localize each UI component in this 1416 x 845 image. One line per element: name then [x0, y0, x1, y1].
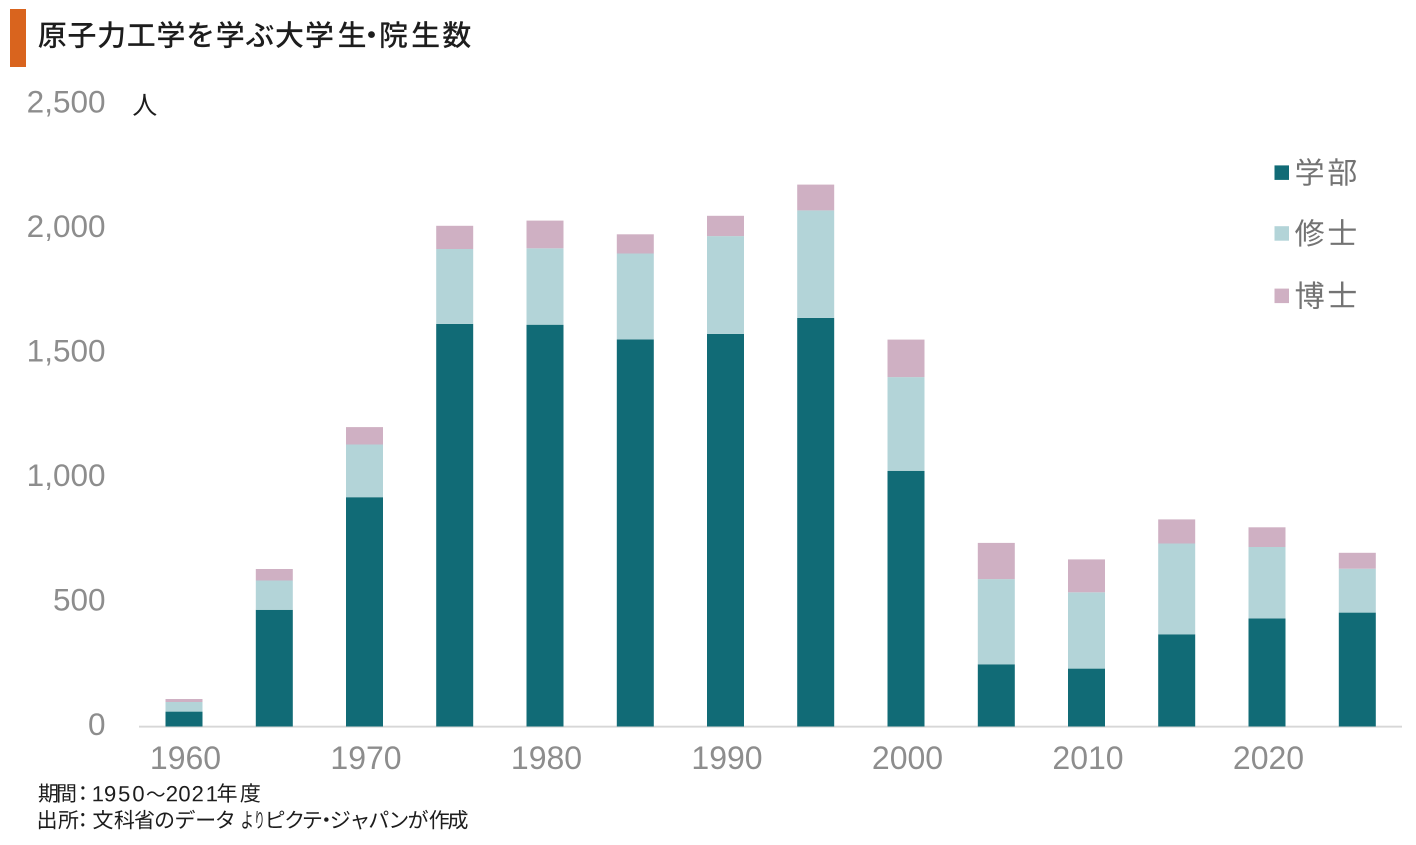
svg-text:2000: 2000 — [872, 740, 943, 776]
svg-text:2,000: 2,000 — [27, 208, 106, 244]
svg-text:1980: 1980 — [511, 740, 582, 776]
svg-text:1960: 1960 — [150, 740, 221, 776]
svg-text:1970: 1970 — [330, 740, 401, 776]
svg-text:500: 500 — [53, 581, 106, 617]
svg-text:1990: 1990 — [691, 740, 762, 776]
svg-text:2,500: 2,500 — [27, 83, 106, 119]
svg-text:1,500: 1,500 — [27, 332, 106, 368]
svg-text:2020: 2020 — [1233, 740, 1304, 776]
svg-text:2010: 2010 — [1052, 740, 1123, 776]
svg-text:1,000: 1,000 — [27, 457, 106, 493]
svg-text:0: 0 — [88, 706, 106, 742]
